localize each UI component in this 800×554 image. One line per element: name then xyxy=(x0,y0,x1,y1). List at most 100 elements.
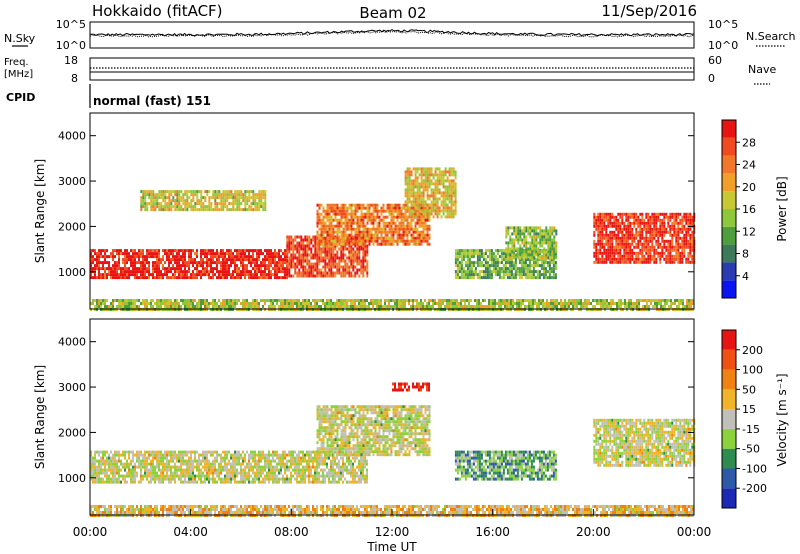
data-cell xyxy=(252,202,255,206)
data-cell xyxy=(524,273,527,277)
data-cell xyxy=(316,224,319,228)
data-cell xyxy=(582,305,584,308)
data-cell xyxy=(462,252,465,256)
data-cell xyxy=(212,261,214,265)
data-cell xyxy=(647,218,650,222)
data-cell xyxy=(322,265,325,269)
data-cell xyxy=(90,252,92,256)
data-cell xyxy=(364,236,367,240)
data-cell xyxy=(416,239,419,243)
data-cell xyxy=(645,212,648,216)
data-cell xyxy=(677,245,680,249)
data-cell xyxy=(460,264,463,268)
data-cell xyxy=(296,256,299,260)
data-cell xyxy=(222,202,225,206)
data-cell xyxy=(350,227,353,231)
data-cell xyxy=(434,182,437,186)
data-cell xyxy=(424,203,427,207)
data-cell xyxy=(370,203,373,207)
data-cell xyxy=(178,302,180,305)
data-cell xyxy=(645,215,648,219)
data-cell xyxy=(290,299,292,302)
data-cell xyxy=(542,261,545,265)
data-cell xyxy=(523,229,526,233)
data-cell xyxy=(172,264,174,268)
data-cell xyxy=(667,224,670,228)
data-cell xyxy=(202,261,204,265)
data-cell xyxy=(146,299,148,302)
data-cell xyxy=(274,267,276,271)
data-cell xyxy=(390,218,393,222)
data-cell xyxy=(496,273,499,277)
data-cell xyxy=(406,233,409,237)
data-cell xyxy=(168,208,171,212)
data-cell xyxy=(448,170,451,174)
data-cell xyxy=(518,267,521,271)
data-cell xyxy=(242,193,245,197)
data-cell xyxy=(529,226,532,230)
data-cell xyxy=(509,247,512,251)
data-cell xyxy=(691,233,694,237)
data-cell xyxy=(637,233,640,237)
data-cell xyxy=(380,299,382,302)
data-cell xyxy=(336,227,339,231)
data-cell xyxy=(613,218,616,222)
data-cell xyxy=(208,273,210,277)
data-cell xyxy=(420,173,423,177)
data-cell xyxy=(198,190,201,194)
data-cell xyxy=(320,274,323,278)
data-cell xyxy=(294,265,297,269)
data-cell xyxy=(216,202,219,206)
data-cell xyxy=(302,241,305,245)
data-cell xyxy=(324,271,327,275)
data-cell xyxy=(102,261,104,265)
data-cell xyxy=(422,170,425,174)
data-cell xyxy=(232,199,235,203)
data-cell xyxy=(593,233,596,237)
data-cell xyxy=(334,305,336,308)
data-cell xyxy=(188,267,190,271)
data-cell xyxy=(488,305,490,308)
data-cell xyxy=(442,203,445,207)
data-cell xyxy=(442,200,445,204)
data-cell xyxy=(206,270,208,274)
data-cell xyxy=(236,193,239,197)
data-cell xyxy=(162,267,164,271)
data-cell xyxy=(538,252,541,256)
data-cell xyxy=(400,224,403,228)
data-cell xyxy=(372,224,375,228)
data-cell xyxy=(402,206,405,210)
data-cell xyxy=(350,262,353,266)
data-cell xyxy=(444,200,447,204)
data-cell xyxy=(166,202,169,206)
data-cell xyxy=(661,254,664,258)
data-cell xyxy=(366,218,369,222)
data-cell xyxy=(238,193,241,197)
data-cell xyxy=(356,242,359,246)
data-cell xyxy=(212,252,214,256)
data-cell xyxy=(550,267,553,271)
data-cell xyxy=(352,235,355,239)
data-cell xyxy=(410,206,413,210)
data-cell xyxy=(252,196,255,200)
data-cell xyxy=(500,261,503,265)
data-cell xyxy=(627,260,630,264)
data-cell xyxy=(324,212,327,216)
data-cell xyxy=(314,244,317,248)
data-cell xyxy=(354,302,356,305)
data-cell xyxy=(136,252,138,256)
data-cell xyxy=(362,262,365,266)
data-cell xyxy=(434,185,437,189)
data-cell xyxy=(673,230,676,234)
data-cell xyxy=(118,252,120,256)
data-cell xyxy=(639,239,642,243)
data-cell xyxy=(408,185,411,189)
data-cell xyxy=(549,235,552,239)
data-cell xyxy=(404,239,407,243)
data-cell xyxy=(607,254,610,258)
data-cell xyxy=(298,268,301,272)
data-cell xyxy=(104,255,106,259)
data-cell xyxy=(104,299,106,302)
data-cell xyxy=(609,239,612,243)
data-cell xyxy=(609,236,612,240)
